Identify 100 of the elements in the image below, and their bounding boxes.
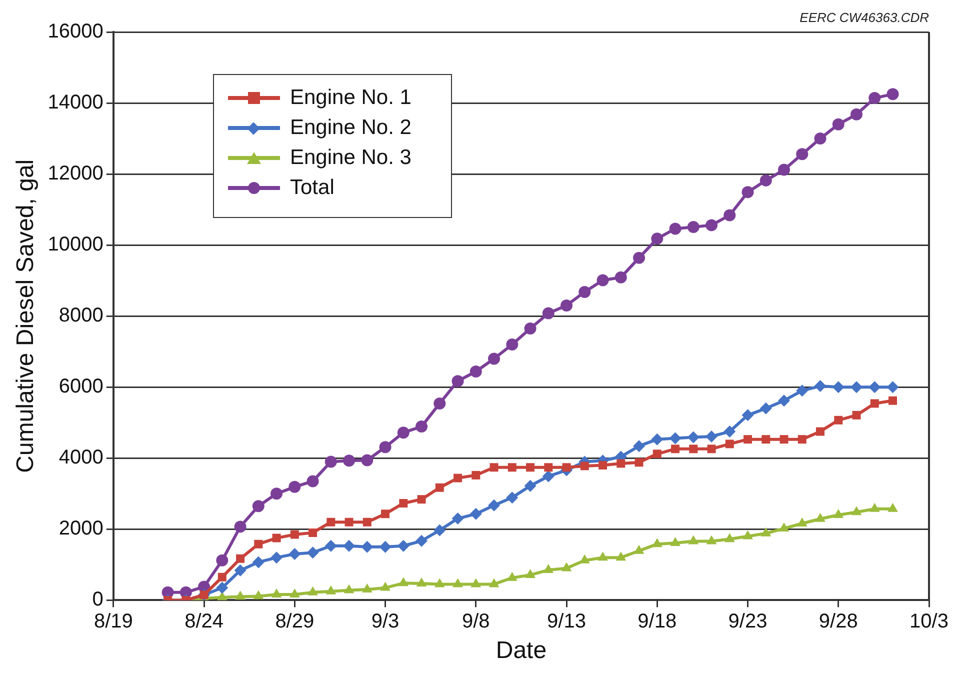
x-axis-title: Date [496, 637, 547, 664]
point [850, 381, 863, 394]
point [416, 578, 427, 587]
point [271, 588, 282, 598]
point [778, 522, 790, 532]
point [290, 530, 299, 539]
point [488, 352, 500, 365]
point [381, 510, 390, 518]
point [306, 546, 319, 559]
point [633, 440, 646, 452]
point [815, 512, 826, 522]
point [308, 528, 318, 537]
point [669, 222, 682, 235]
point [832, 381, 844, 394]
point [270, 488, 283, 500]
x-tick-label: 10/3 [910, 610, 948, 633]
point [343, 540, 356, 552]
point [488, 578, 500, 588]
point [762, 435, 770, 444]
point [760, 402, 772, 414]
point [652, 538, 662, 548]
point [834, 416, 843, 424]
point [361, 454, 374, 466]
point [399, 499, 408, 508]
point [598, 461, 608, 470]
point [508, 463, 516, 472]
point [760, 174, 772, 186]
point [671, 444, 680, 454]
point [270, 552, 283, 564]
point [614, 271, 627, 284]
point [234, 520, 246, 533]
point [578, 286, 591, 298]
point [253, 590, 264, 600]
point [616, 459, 626, 468]
point [687, 431, 700, 444]
point [870, 399, 879, 408]
x-tick-label: 9/23 [728, 610, 768, 633]
point [725, 440, 734, 448]
point [470, 508, 482, 520]
point [526, 463, 535, 472]
x-tick-label: 8/29 [275, 610, 314, 633]
point [869, 502, 880, 512]
point [634, 544, 644, 554]
point [234, 564, 246, 576]
point [470, 366, 482, 378]
x-tick-label: 9/13 [547, 610, 586, 633]
legend-label: Engine No. 3 [290, 145, 412, 171]
point [434, 524, 446, 536]
point [832, 118, 844, 130]
point [651, 232, 664, 245]
point [289, 588, 300, 598]
point [560, 299, 573, 312]
y-tick-label: 0 [92, 588, 104, 611]
point [434, 578, 445, 588]
point [706, 430, 718, 442]
point [868, 92, 881, 104]
point [506, 338, 518, 351]
point [687, 220, 700, 233]
point [472, 470, 480, 480]
y-axis-title: Cumulative Diesel Saved, gal [12, 159, 40, 473]
point [596, 274, 609, 286]
point [488, 499, 500, 512]
point [742, 186, 754, 198]
point [490, 463, 498, 472]
point [669, 432, 682, 444]
point [452, 578, 463, 588]
point [652, 450, 662, 458]
point [524, 322, 536, 335]
point [689, 444, 698, 454]
point [417, 495, 426, 504]
point [435, 483, 444, 492]
point [633, 252, 646, 264]
point [434, 397, 446, 410]
point [218, 572, 226, 582]
point [452, 375, 464, 388]
point [470, 578, 482, 588]
point [288, 548, 301, 560]
point [216, 554, 228, 566]
point [288, 480, 301, 493]
point [744, 435, 752, 444]
text: EERC CW46363.CDR [800, 10, 929, 25]
x-tick-label: 8/24 [184, 610, 224, 633]
point [616, 552, 626, 561]
point [780, 435, 788, 444]
point [380, 582, 390, 591]
point [796, 384, 808, 397]
point [343, 454, 356, 467]
point [361, 540, 374, 553]
y-tick-label: 10000 [48, 234, 104, 256]
point [542, 307, 554, 320]
legend-label: Engine No. 1 [290, 85, 412, 111]
point [543, 564, 554, 574]
point [308, 586, 318, 596]
point [688, 535, 699, 544]
point [580, 462, 589, 470]
point [634, 458, 644, 467]
point [362, 518, 372, 526]
point [362, 584, 372, 593]
point [454, 474, 462, 482]
point [796, 517, 808, 526]
